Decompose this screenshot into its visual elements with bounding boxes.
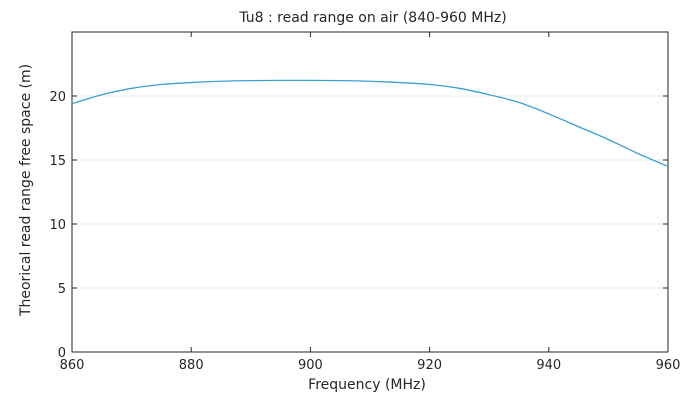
x-tick-label: 900 bbox=[298, 358, 323, 373]
x-tick-label: 920 bbox=[417, 358, 442, 373]
plot-area-frame bbox=[71, 31, 669, 353]
y-tick-label: 10 bbox=[49, 218, 66, 233]
x-tick-label: 880 bbox=[179, 358, 204, 373]
y-axis-label: Theorical read range free space (m) bbox=[18, 64, 34, 317]
series-line bbox=[71, 79, 669, 167]
y-tick-label: 20 bbox=[49, 90, 66, 105]
x-tick-label: 860 bbox=[60, 358, 85, 373]
y-axis: 0 5 10 15 20 bbox=[49, 90, 668, 361]
x-tick-label: 940 bbox=[536, 358, 561, 373]
x-tick-label: 960 bbox=[656, 358, 681, 373]
gridlines bbox=[72, 95, 668, 289]
y-tick-label: 15 bbox=[49, 154, 66, 169]
y-tick-label: 0 bbox=[58, 346, 66, 361]
y-tick-label: 5 bbox=[58, 282, 66, 297]
x-axis-label: Frequency (MHz) bbox=[308, 377, 426, 393]
chart-title: Tu8 : read range on air (840-960 MHz) bbox=[238, 10, 506, 26]
x-axis: 860 880 900 920 940 960 bbox=[60, 32, 681, 373]
